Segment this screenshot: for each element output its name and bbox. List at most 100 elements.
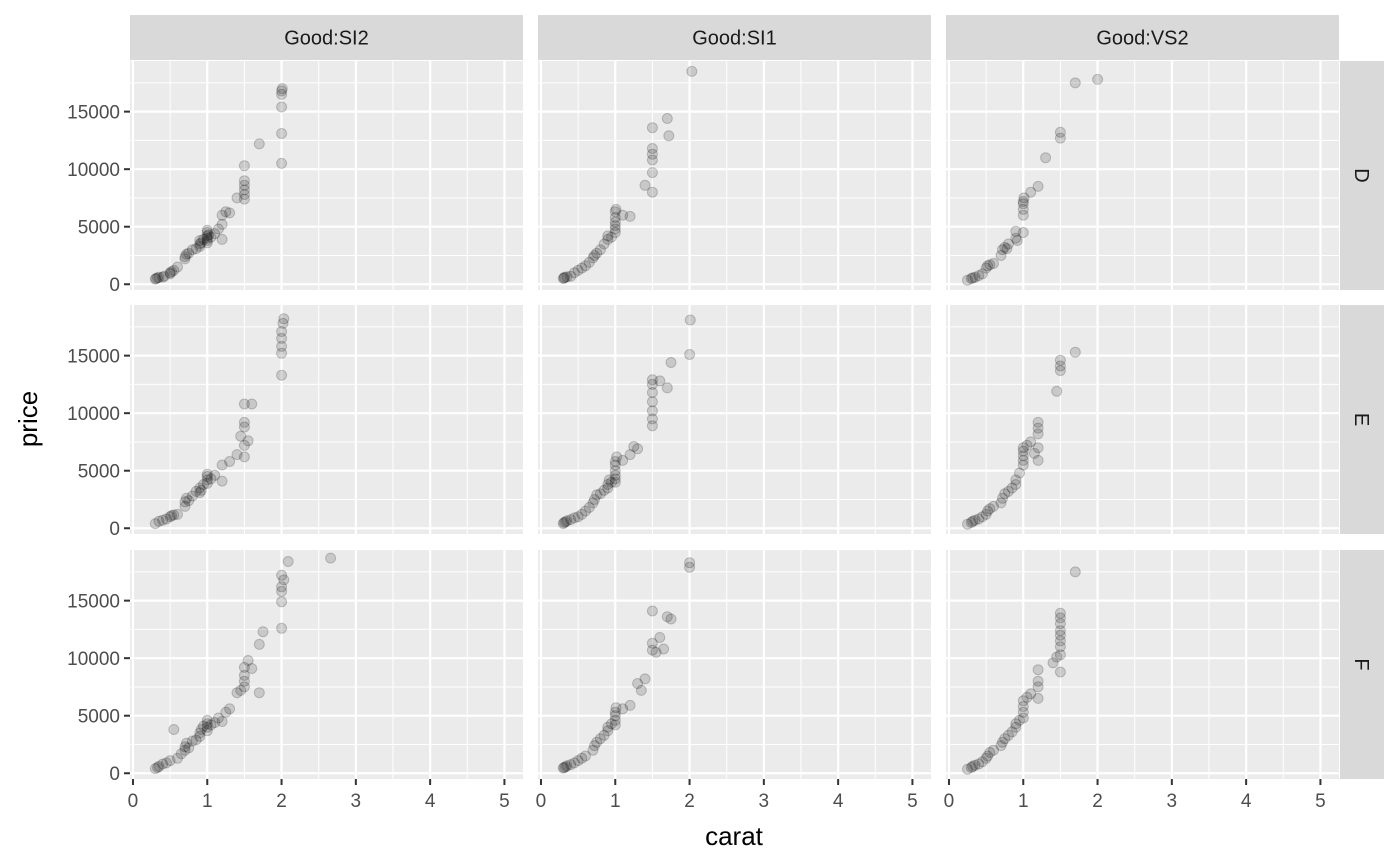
data-point <box>276 369 288 381</box>
data-point <box>976 268 988 280</box>
data-point <box>610 702 622 714</box>
x-tick-label: 2 <box>1092 791 1103 812</box>
data-point <box>1054 607 1066 619</box>
data-point <box>277 317 289 329</box>
data-point <box>609 459 621 471</box>
data-point <box>278 574 290 586</box>
data-point <box>559 271 571 283</box>
data-point <box>580 750 591 762</box>
data-point <box>611 451 623 463</box>
data-point <box>1011 235 1023 246</box>
data-point <box>224 456 236 467</box>
data-point <box>212 712 224 724</box>
data-point <box>997 244 1008 256</box>
data-point <box>639 179 651 191</box>
data-point <box>1054 629 1066 641</box>
data-point <box>609 227 621 238</box>
data-point <box>194 487 206 499</box>
data-point <box>172 508 183 520</box>
data-point <box>153 271 165 283</box>
x-tick-label: 1 <box>610 791 621 812</box>
data-point <box>179 741 191 753</box>
y-tick-label: 0 <box>109 764 120 785</box>
data-point <box>1032 180 1044 192</box>
data-point <box>1054 618 1066 630</box>
data-point <box>201 477 213 489</box>
data-point <box>278 313 290 325</box>
data-point <box>1002 485 1014 497</box>
data-point <box>190 243 202 255</box>
data-point <box>561 760 573 772</box>
data-point <box>1017 706 1029 718</box>
data-point <box>560 761 571 773</box>
data-point <box>276 326 288 337</box>
data-point <box>1017 195 1029 207</box>
x-tick-label: 4 <box>1241 791 1252 812</box>
data-point <box>572 511 584 523</box>
panel-background <box>130 61 523 290</box>
data-point <box>201 718 213 730</box>
data-point <box>149 763 161 775</box>
y-tick-label: 15000 <box>67 347 120 368</box>
x-tick-label: 3 <box>759 791 770 812</box>
data-point <box>654 375 666 387</box>
data-point <box>967 272 979 284</box>
data-point <box>166 510 178 522</box>
data-point <box>587 744 599 756</box>
data-point <box>198 233 209 245</box>
data-point <box>183 495 195 507</box>
data-point <box>1032 692 1044 704</box>
panel-background <box>538 550 931 779</box>
data-point <box>1017 450 1029 462</box>
data-point <box>186 244 198 256</box>
y-tick-label: 15000 <box>67 592 120 613</box>
data-point <box>183 247 195 259</box>
data-point <box>160 757 172 769</box>
data-point <box>606 231 617 243</box>
data-point <box>624 449 636 461</box>
data-point <box>1017 209 1029 221</box>
data-point <box>646 420 658 432</box>
data-point <box>561 271 573 283</box>
data-point <box>1002 729 1014 741</box>
data-point <box>565 270 577 282</box>
data-point <box>168 509 180 521</box>
data-point <box>684 314 696 326</box>
data-point <box>684 557 696 569</box>
data-point <box>602 479 614 490</box>
data-point <box>1018 192 1030 204</box>
data-point <box>591 247 603 259</box>
data-point <box>684 561 696 573</box>
data-point <box>231 449 243 461</box>
data-point <box>1069 77 1081 89</box>
strip-layer: Good:SI2 Good:SI1 Good:VS2 D E F <box>130 15 1384 779</box>
x-tick-label: 3 <box>1167 791 1178 812</box>
data-point <box>609 706 621 718</box>
data-point <box>602 721 614 733</box>
data-point <box>628 441 640 452</box>
y-tick-label: 5000 <box>78 707 120 728</box>
x-tick-label: 2 <box>684 791 695 812</box>
data-point <box>646 637 658 649</box>
y-tick-label: 5000 <box>78 218 120 239</box>
data-point <box>158 270 170 282</box>
data-point <box>253 138 265 150</box>
data-point <box>632 678 644 689</box>
data-point <box>984 503 996 515</box>
axis-layer: 0500010000150000500010000150000500010000… <box>67 103 1326 812</box>
data-point <box>603 474 615 486</box>
data-point <box>194 727 206 739</box>
data-point <box>1054 126 1066 138</box>
data-point <box>160 513 172 525</box>
data-point <box>962 518 973 530</box>
row-strip-label: D <box>1350 168 1372 182</box>
row-strip-label: F <box>1350 658 1372 670</box>
data-point <box>216 233 228 245</box>
panel-layer <box>130 61 1339 779</box>
data-point <box>1032 681 1044 693</box>
data-point <box>646 374 658 386</box>
data-point <box>560 516 571 528</box>
data-point <box>276 596 288 608</box>
data-point <box>1032 416 1044 428</box>
data-point <box>235 684 247 696</box>
